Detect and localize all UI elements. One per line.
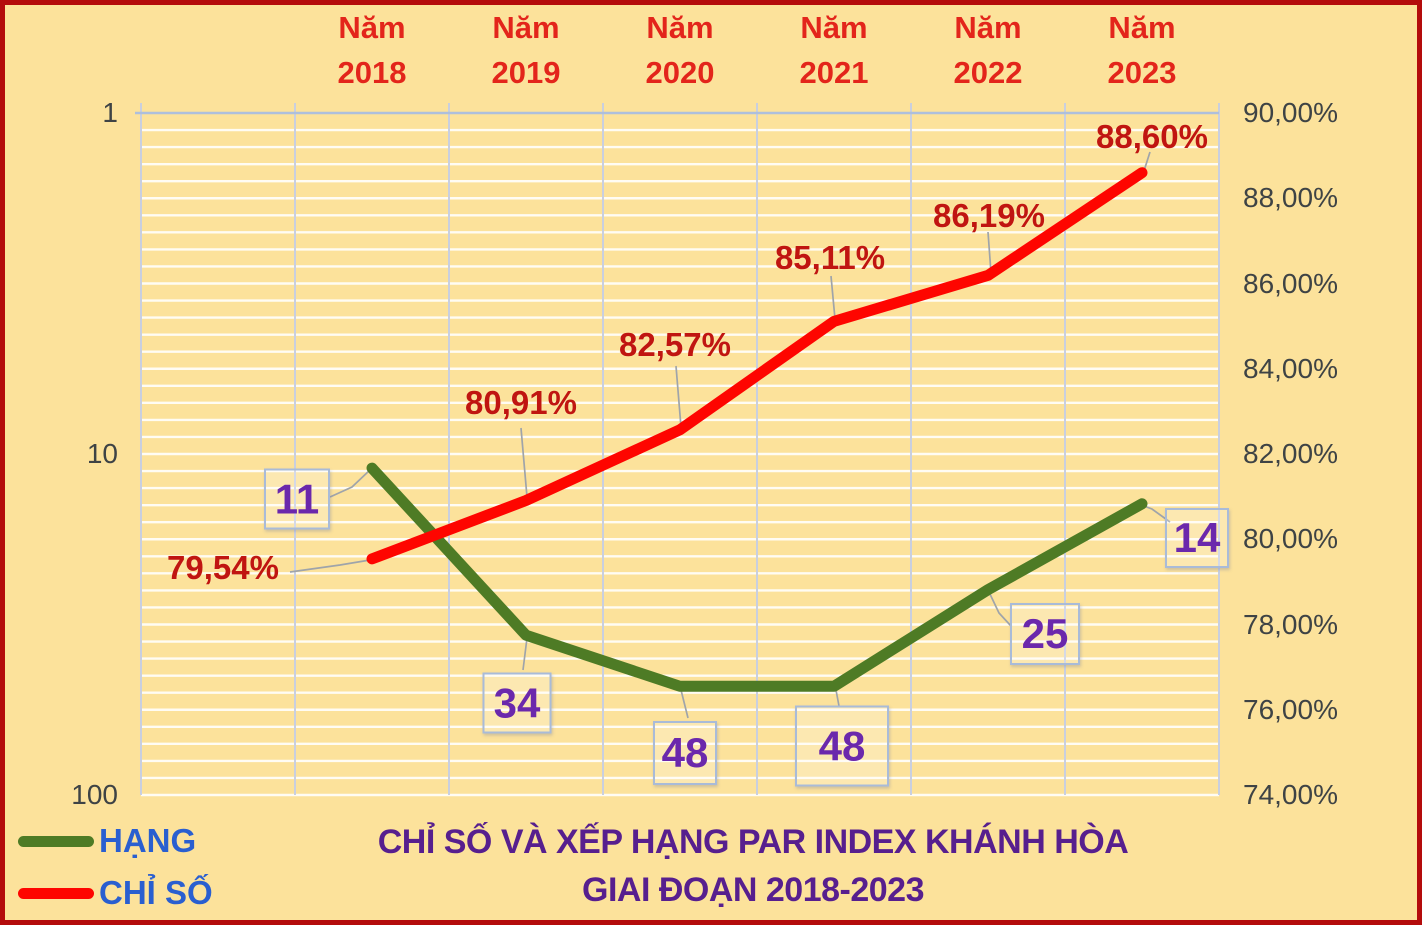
data-label-chi-so: 86,19%: [933, 197, 1045, 234]
series-line-chi-so: [366, 167, 1148, 565]
label-leader-line: [520, 427, 528, 498]
chart-title: CHỈ SỐ VÀ XẾP HẠNG PAR INDEX KHÁNH HÒA: [377, 823, 1129, 861]
label-leader-line: [1143, 505, 1171, 523]
left-axis-tick: 100: [71, 779, 118, 810]
right-axis-tick: 76,00%: [1243, 693, 1338, 725]
x-axis-label: Năm 2018: [337, 10, 407, 90]
left-axis-tick: 10: [86, 438, 118, 469]
label-leader-line: [289, 559, 371, 573]
data-label-hang: 14: [1165, 508, 1229, 568]
right-axis-tick: 82,00%: [1243, 438, 1338, 469]
right-axis-tick: 80,00%: [1243, 523, 1338, 555]
chart-subtitle: GIAI ĐOẠN 2018-2023: [582, 871, 925, 909]
data-label-chi-so: 82,57%: [619, 326, 731, 363]
legend-label-hang: HẠNG: [99, 822, 197, 859]
data-label-chi-so: 85,11%: [774, 239, 886, 276]
x-axis-label: Năm 2019: [491, 10, 561, 90]
x-axis-label: Năm 2022: [953, 10, 1023, 90]
x-axis-label: Năm 2020: [645, 10, 715, 90]
right-axis-tick: 88,00%: [1243, 182, 1338, 214]
legend-item-hang: HẠNG: [18, 822, 213, 860]
left-axis-tick: 1: [102, 97, 118, 128]
x-axis-label: Năm 2023: [1107, 10, 1177, 90]
data-label-chi-so: 88,60%: [1096, 118, 1208, 155]
x-axis-label: Năm 2021: [799, 10, 869, 90]
legend-item-chi-so: CHỈ SỐ: [18, 874, 213, 912]
right-axis-tick: 86,00%: [1243, 267, 1338, 299]
label-leader-line: [522, 637, 528, 671]
right-axis-tick: 90,00%: [1243, 97, 1338, 128]
legend-label-chi-so: CHỈ SỐ: [99, 874, 213, 911]
legend: HẠNG CHỈ SỐ: [18, 822, 213, 925]
label-leader-line: [675, 365, 682, 428]
right-axis-tick: 78,00%: [1243, 608, 1338, 640]
label-leader-line: [835, 689, 840, 707]
data-label-hang: 48: [653, 721, 717, 785]
data-label-hang: 25: [1010, 603, 1080, 665]
label-leader-line: [329, 468, 372, 498]
data-label-chi-so: 80,91%: [465, 384, 577, 421]
legend-swatch-hang: [18, 835, 94, 847]
right-axis-tick: 74,00%: [1243, 779, 1338, 810]
data-label-hang: 11: [264, 468, 330, 530]
label-leader-line: [988, 591, 1012, 627]
series-line-hang: [366, 462, 1148, 692]
chart-title-block: CHỈ SỐ VÀ XẾP HẠNG PAR INDEX KHÁNH HÒA G…: [290, 818, 1216, 914]
data-label-hang: 48: [795, 705, 889, 787]
legend-swatch-chi-so: [18, 887, 94, 899]
right-axis-tick: 84,00%: [1243, 352, 1338, 384]
label-leader-line: [830, 275, 836, 320]
data-label-hang: 34: [482, 672, 552, 734]
label-leader-line: [680, 689, 689, 719]
label-leader-line: [987, 231, 992, 274]
data-label-chi-so: 79,54%: [167, 549, 279, 586]
